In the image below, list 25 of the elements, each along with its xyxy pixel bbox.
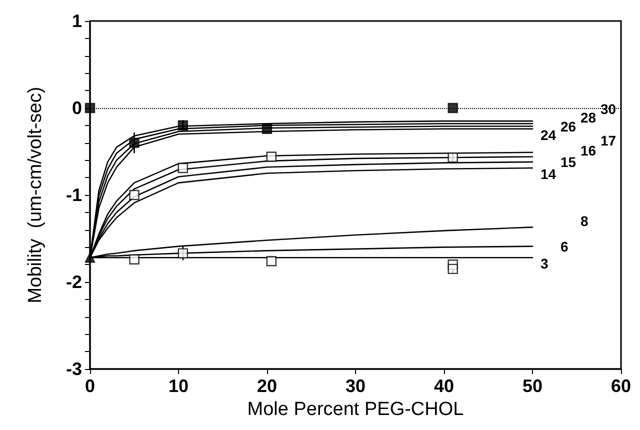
text: 30 bbox=[600, 101, 616, 118]
x-tick-label: 30 bbox=[345, 376, 366, 396]
y-tick-label: 0 bbox=[72, 98, 82, 118]
series-label: 24 bbox=[540, 126, 556, 143]
x-tick-label: 60 bbox=[610, 376, 632, 396]
text: 17 bbox=[600, 132, 616, 148]
text: 28 bbox=[580, 110, 596, 126]
series-label: 3 bbox=[540, 256, 548, 272]
x-axis-title: Mole Percent PEG-CHOL bbox=[247, 398, 464, 420]
x-tick-label: 50 bbox=[522, 376, 543, 396]
series-label: 14 bbox=[540, 166, 556, 182]
y-tick-label: -2 bbox=[66, 272, 82, 292]
y-tick-label: -1 bbox=[66, 185, 82, 205]
series-label: 26 bbox=[560, 118, 576, 134]
x-tick-label: 40 bbox=[434, 376, 454, 396]
text: 8 bbox=[580, 213, 588, 230]
x-tick-label: 20 bbox=[256, 376, 278, 396]
series-label: 15 bbox=[560, 154, 576, 170]
text: 16 bbox=[580, 142, 596, 159]
x-tick-label: 10 bbox=[168, 376, 189, 396]
y-tick-label: 1 bbox=[72, 11, 82, 31]
y-tick-label: -3 bbox=[66, 359, 82, 379]
y-axis-title: Mobility (um-cm/volt-sec) bbox=[25, 86, 46, 304]
series-label: 6 bbox=[560, 238, 568, 254]
x-tick-label: 0 bbox=[84, 376, 96, 396]
